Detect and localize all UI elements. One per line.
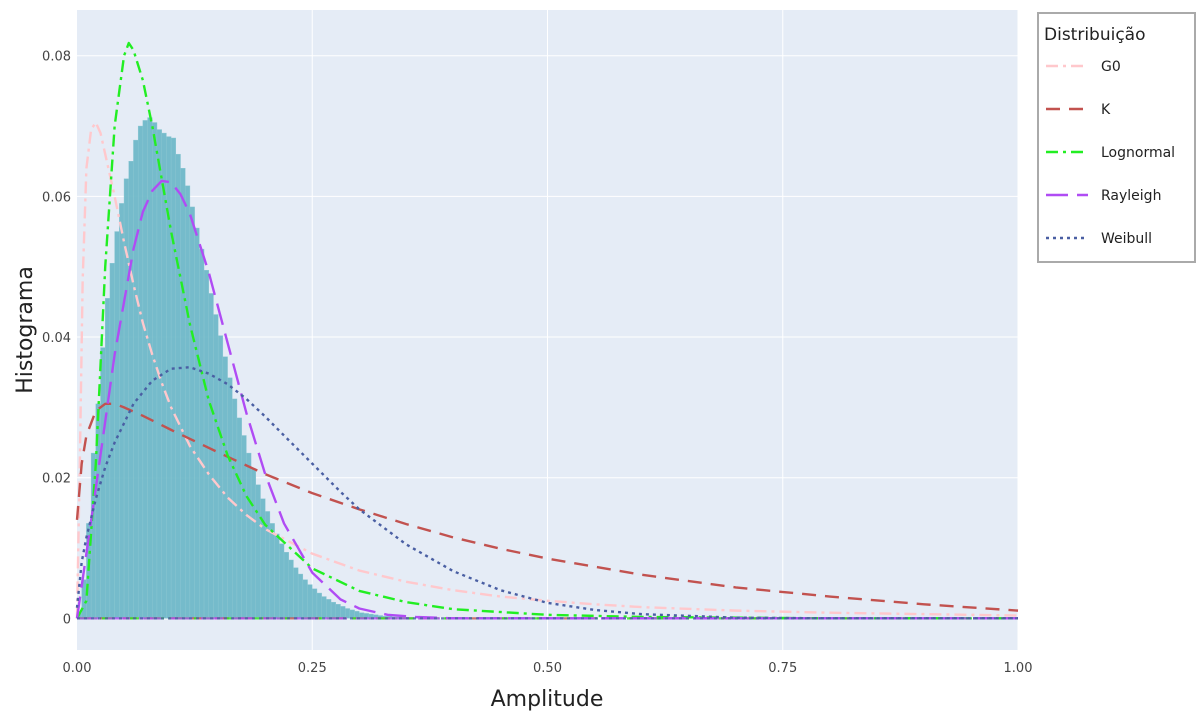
histogram-bar	[194, 227, 200, 619]
histogram-bar	[105, 298, 111, 619]
histogram-bar	[232, 398, 238, 619]
histogram-bar	[185, 185, 191, 619]
legend-item-lognormal[interactable]: Lognormal	[1046, 145, 1175, 161]
histogram-bar	[316, 592, 322, 619]
series-line-lognormal	[75, 41, 1018, 620]
histogram-bar	[152, 122, 158, 619]
histogram-bar	[128, 161, 134, 619]
histogram-bar	[255, 484, 261, 619]
histogram-bar	[297, 573, 304, 619]
histogram-bar	[180, 168, 186, 619]
y-tick-label: 0	[63, 612, 71, 627]
y-tick-label: 0.06	[42, 190, 71, 205]
histogram-bar	[302, 579, 308, 619]
histogram-bar	[114, 231, 120, 619]
y-axis-ticks: 0 0.02 0.04 0.06 0.08	[42, 50, 71, 628]
legend-item-k[interactable]: K	[1046, 102, 1111, 118]
x-tick-label: 0.50	[533, 661, 562, 676]
histogram-bar	[349, 609, 355, 619]
x-axis-title: Amplitude	[491, 687, 604, 712]
legend-label: Weibull	[1101, 231, 1152, 247]
y-tick-label: 0.04	[42, 331, 71, 346]
histogram-bar	[246, 452, 252, 619]
histogram-bar	[321, 596, 327, 619]
histogram-bar	[175, 153, 181, 619]
legend-item-rayleigh[interactable]: Rayleigh	[1046, 188, 1161, 204]
histogram-bar	[340, 606, 346, 619]
histogram-bar	[283, 552, 289, 619]
histogram-bar	[170, 137, 177, 619]
histogram-bar	[330, 601, 336, 619]
y-axis-title: Histograma	[13, 266, 38, 394]
x-tick-label: 0.00	[63, 661, 92, 676]
histogram-bar	[161, 132, 167, 619]
legend-item-g0[interactable]: G0	[1046, 59, 1121, 75]
histogram-bar	[133, 139, 139, 619]
legend[interactable]: Distribuição G0 K Lognormal Rayleigh Weibull	[1037, 12, 1196, 263]
histogram-bar	[137, 125, 144, 619]
x-axis-ticks: 0.00 0.25 0.50 0.75 1.00	[63, 661, 1033, 676]
histogram-bar	[147, 117, 153, 619]
histogram-bar	[265, 511, 271, 619]
histogram-bar	[199, 248, 205, 619]
histogram-bar	[288, 559, 294, 619]
distribution-lines	[75, 41, 1019, 620]
legend-items: G0 K Lognormal Rayleigh Weibull	[1046, 59, 1175, 247]
histogram-bar	[189, 206, 195, 619]
y-tick-label: 0.02	[42, 472, 71, 487]
histogram-bar	[241, 435, 247, 619]
legend-title: Distribuição	[1044, 25, 1146, 45]
histogram-bar	[307, 584, 313, 619]
histogram-bar	[269, 523, 275, 619]
histogram-bar	[208, 293, 214, 619]
histogram-bar	[274, 533, 280, 619]
series-line-g0	[75, 121, 1019, 619]
histogram-bar	[109, 262, 115, 619]
y-tick-label: 0.08	[42, 50, 71, 65]
histogram-bar	[279, 543, 285, 619]
histogram-bar	[142, 120, 148, 619]
histogram-bar	[293, 567, 299, 619]
histogram-bar	[203, 270, 209, 619]
histogram-bar	[213, 314, 219, 619]
legend-label: G0	[1101, 59, 1121, 75]
x-tick-label: 1.00	[1004, 661, 1033, 676]
histogram-bar	[222, 356, 228, 619]
legend-box	[1037, 12, 1196, 263]
x-tick-label: 0.75	[768, 661, 797, 676]
legend-label: Lognormal	[1101, 145, 1175, 161]
histogram-bar	[250, 469, 256, 619]
legend-item-weibull[interactable]: Weibull	[1046, 231, 1152, 247]
legend-label: Rayleigh	[1101, 188, 1161, 204]
histogram-bar	[119, 203, 125, 619]
legend-label: K	[1101, 102, 1111, 118]
histogram-bar	[335, 604, 341, 619]
histogram-bar	[236, 417, 242, 619]
histogram-bar	[312, 588, 318, 619]
series-line-k	[75, 402, 1019, 612]
histogram-bar	[326, 599, 332, 619]
grid	[77, 10, 1019, 650]
series-line-weibull	[75, 366, 1018, 620]
histogram-bar	[123, 178, 129, 619]
x-tick-label: 0.25	[298, 661, 327, 676]
histogram-bars	[76, 117, 426, 619]
histogram-bar	[344, 608, 351, 619]
